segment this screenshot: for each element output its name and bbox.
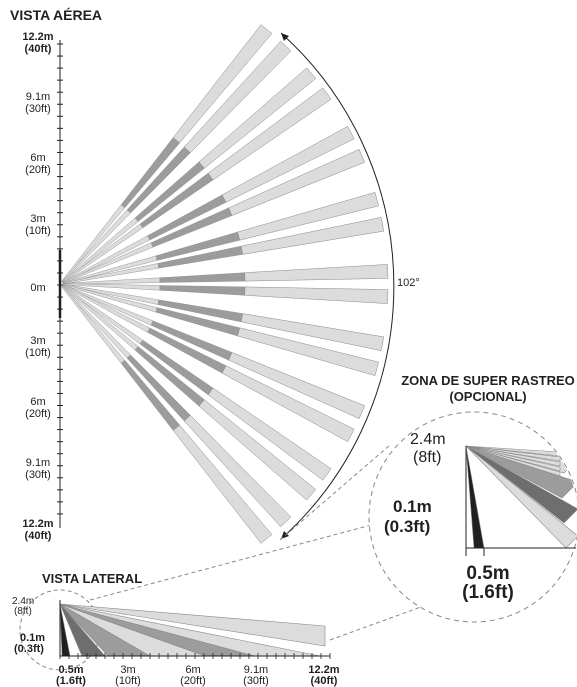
- y-label-ft: (30ft): [25, 469, 51, 481]
- beam-far-segment: [237, 192, 379, 241]
- zoom-connector-top: [279, 444, 391, 541]
- side-low-m: 0.1m: [20, 632, 45, 644]
- x-label-m: 3m: [120, 664, 135, 676]
- y-label-m: 3m: [30, 335, 45, 347]
- zoom-height-ft: (8ft): [413, 449, 441, 466]
- x-label-m: 12.2m: [308, 664, 339, 676]
- beam-mid-segment: [120, 137, 180, 209]
- side-height-m: 2.4m: [12, 596, 34, 607]
- y-label-m: 9.1m: [26, 457, 50, 469]
- y-label-m: 12.2m: [22, 31, 53, 43]
- beam-far-segment: [244, 264, 389, 282]
- beam-far-segment: [237, 327, 379, 376]
- x-label-ft: (30ft): [243, 675, 269, 687]
- beam-far-segment: [183, 40, 292, 154]
- beam-far-segment: [240, 313, 385, 351]
- zoom-beams: [465, 445, 577, 549]
- beam-far-segment: [183, 414, 292, 528]
- y-label-ft: (20ft): [25, 408, 51, 420]
- top-view-ticks: [57, 43, 63, 515]
- beam-far-segment: [244, 286, 389, 304]
- zoom-far-beam: [465, 445, 561, 477]
- beam-far-segment: [221, 125, 355, 203]
- side-view-distance-labels: 0.5m(1.6ft) 3m(10ft) 6m(20ft) 9.1m(30ft) 12.…: [56, 664, 340, 687]
- side-view-beams: [59, 603, 326, 657]
- beam-far-segment: [228, 149, 365, 216]
- beam-far-segment: [221, 365, 355, 443]
- beam-mid-segment: [120, 359, 180, 431]
- top-view-title: VISTA AÉREA: [10, 7, 102, 23]
- x-label-ft: (20ft): [180, 675, 206, 687]
- y-label-ft: (10ft): [25, 347, 51, 359]
- y-label-m: 3m: [30, 213, 45, 225]
- zoom-connector-left: [89, 519, 391, 601]
- coverage-angle-label: 102°: [397, 277, 420, 289]
- x-label-ft: (1.6ft): [56, 675, 86, 687]
- y-label-m: 6m: [30, 152, 45, 164]
- y-label-m: 0m: [30, 282, 45, 294]
- y-label-m: 9.1m: [26, 91, 50, 103]
- zoom-low-m: 0.1m: [393, 497, 432, 516]
- beam-far-segment: [198, 399, 317, 501]
- side-view-title: VISTA LATERAL: [42, 571, 142, 586]
- y-label-m: 12.2m: [22, 518, 53, 530]
- coverage-angle-arc: [280, 32, 395, 540]
- side-view-ticks: [59, 653, 331, 659]
- y-label-ft: (20ft): [25, 164, 51, 176]
- top-view-distance-labels: 12.2m(40ft)9.1m(30ft)6m(20ft)3m(10ft)0m3…: [22, 31, 53, 542]
- zoom-height-m: 2.4m: [410, 431, 446, 448]
- y-label-ft: (30ft): [25, 103, 51, 115]
- x-label-m: 0.5m: [58, 664, 83, 676]
- zoom-beam: [465, 445, 577, 549]
- x-label-ft: (40ft): [311, 675, 338, 687]
- zoom-low-ft: (0.3ft): [384, 517, 430, 536]
- beam-far-segment: [228, 352, 365, 419]
- beam-mid-segment: [159, 272, 246, 283]
- zoom-beam: [465, 445, 577, 524]
- beam-far-segment: [240, 217, 385, 255]
- beam-far-segment: [207, 387, 332, 481]
- x-label-m: 6m: [185, 664, 200, 676]
- side-height-ft: (8ft): [14, 606, 32, 617]
- zoom-title-line2: (OPCIONAL): [449, 389, 526, 404]
- y-label-ft: (40ft): [25, 530, 52, 542]
- y-label-m: 6m: [30, 396, 45, 408]
- zoom-connector-right: [329, 599, 441, 641]
- arc-arrow-top: [281, 33, 289, 41]
- y-label-ft: (10ft): [25, 225, 51, 237]
- top-view-beams: [61, 24, 389, 544]
- y-label-ft: (40ft): [25, 43, 52, 55]
- beam-mid-segment: [159, 285, 246, 296]
- beam-far-segment: [172, 24, 273, 144]
- beam-far-segment: [207, 87, 332, 181]
- side-far-beam: [59, 603, 326, 647]
- side-low-ft: (0.3ft): [14, 643, 44, 655]
- beam-far-segment: [172, 424, 273, 544]
- zoom-dist-m: 0.5m: [466, 563, 509, 584]
- zoom-dist-ft: (1.6ft): [462, 582, 514, 603]
- x-label-ft: (10ft): [115, 675, 141, 687]
- beam-far-segment: [198, 67, 317, 169]
- zoom-title-line1: ZONA DE SUPER RASTREO: [401, 373, 575, 388]
- arc-arrow-bottom: [281, 531, 289, 539]
- x-label-m: 9.1m: [244, 664, 268, 676]
